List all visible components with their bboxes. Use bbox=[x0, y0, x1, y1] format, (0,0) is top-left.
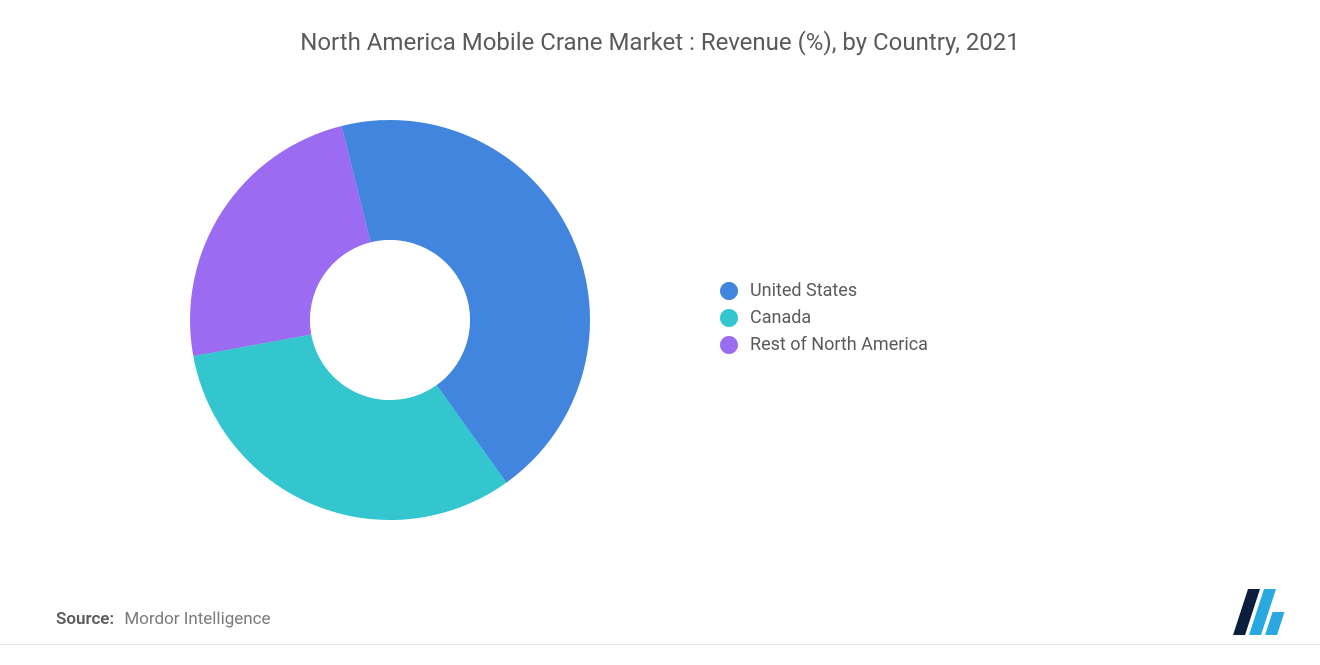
logo-bar-3 bbox=[1265, 612, 1284, 635]
legend-item-1: Canada bbox=[720, 307, 928, 328]
brand-logo-svg bbox=[1230, 589, 1290, 635]
legend-label-0: United States bbox=[750, 280, 857, 301]
chart-container: North America Mobile Crane Market : Reve… bbox=[0, 0, 1320, 665]
donut-svg bbox=[180, 110, 600, 530]
brand-logo-icon bbox=[1230, 589, 1290, 635]
source-text: Mordor Intelligence bbox=[124, 609, 270, 629]
legend-swatch-0 bbox=[720, 282, 738, 300]
legend-swatch-2 bbox=[720, 336, 738, 354]
legend-item-0: United States bbox=[720, 280, 928, 301]
source-label: Source: bbox=[56, 609, 114, 629]
source-attribution: Source: Mordor Intelligence bbox=[56, 609, 271, 629]
donut-chart bbox=[180, 110, 600, 530]
donut-hole bbox=[310, 240, 470, 400]
legend-label-1: Canada bbox=[750, 307, 811, 328]
chart-title: North America Mobile Crane Market : Reve… bbox=[0, 28, 1320, 56]
legend-label-2: Rest of North America bbox=[750, 334, 928, 355]
legend: United States Canada Rest of North America bbox=[720, 280, 928, 361]
legend-item-2: Rest of North America bbox=[720, 334, 928, 355]
footer-rule bbox=[0, 644, 1320, 645]
legend-swatch-1 bbox=[720, 309, 738, 327]
